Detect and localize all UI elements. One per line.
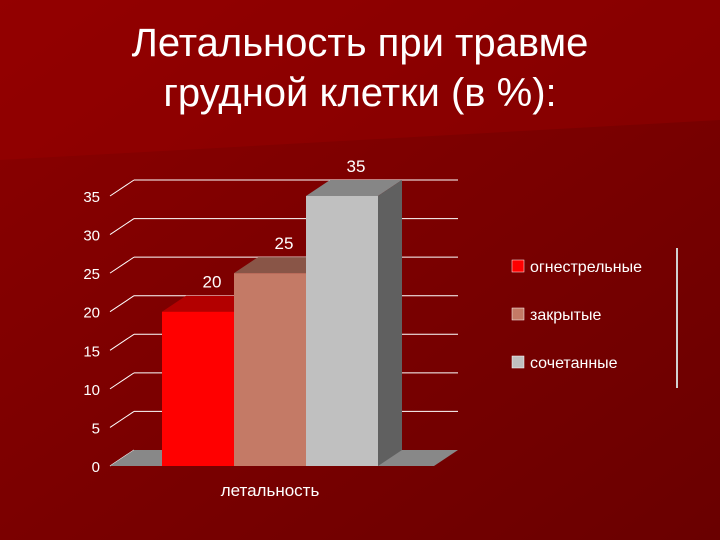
gridline-diagonal xyxy=(109,218,135,235)
data-labels: 20 25 35 xyxy=(203,157,366,292)
y-tick-label: 30 xyxy=(83,228,100,245)
gridline-diagonal xyxy=(109,333,135,351)
y-tick-label: 35 xyxy=(83,189,100,206)
y-tick-label: 0 xyxy=(92,459,100,476)
legend-swatch xyxy=(511,259,525,273)
title-line-2: грудной клетки (в %): xyxy=(163,71,557,115)
slide-title: Летальность при травме грудной клетки (в… xyxy=(0,18,720,118)
data-label: 20 xyxy=(203,273,222,292)
bar-front xyxy=(162,311,234,466)
bar-3 xyxy=(306,180,402,466)
y-tick-label: 5 xyxy=(92,420,100,437)
gridline-diagonal xyxy=(109,256,135,274)
bar-side xyxy=(378,180,402,466)
y-axis: 0 5 10 15 20 25 30 35 xyxy=(83,189,100,476)
bar-front xyxy=(234,273,306,466)
gridline-diagonal xyxy=(109,372,135,390)
gridline-diagonal xyxy=(109,179,135,197)
y-tick-label: 10 xyxy=(83,382,100,399)
data-label: 35 xyxy=(347,157,366,176)
legend-swatch xyxy=(511,355,525,369)
gridline-diagonal xyxy=(109,295,135,313)
bar-front xyxy=(306,196,378,466)
y-tick-label: 20 xyxy=(83,305,100,322)
legend-label: закрытые xyxy=(530,307,601,324)
legend-label: сочетанные xyxy=(530,355,618,372)
gridline-diagonal xyxy=(109,411,135,428)
y-tick-label: 15 xyxy=(83,343,100,360)
legend-label: огнестрельные xyxy=(530,259,642,276)
data-label: 25 xyxy=(275,234,294,253)
chart-bars xyxy=(162,180,402,466)
x-category-label: летальность xyxy=(221,481,320,500)
title-line-1: Летальность при травме xyxy=(131,21,589,65)
bar-top xyxy=(306,180,402,196)
y-tick-label: 25 xyxy=(83,266,100,283)
legend-swatch xyxy=(511,307,525,321)
legend: огнестрельные закрытые сочетанные xyxy=(511,248,678,388)
